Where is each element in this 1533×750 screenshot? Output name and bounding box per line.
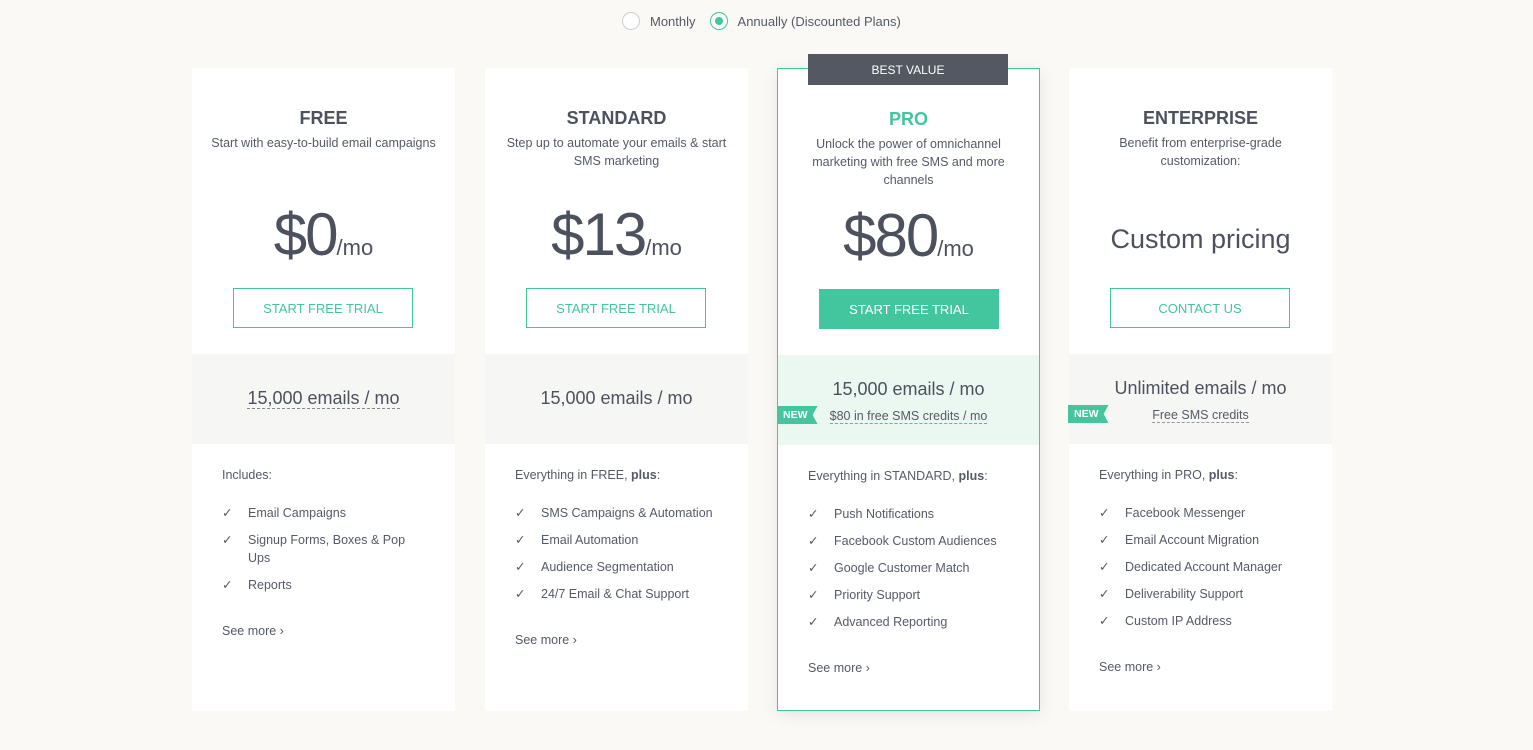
start-free-trial-button[interactable]: START FREE TRIAL	[526, 288, 706, 328]
feature-item: ✓ Google Customer Match	[808, 561, 970, 575]
plan-card-standard: STANDARD Step up to automate your emails…	[485, 68, 748, 711]
feature-item: ✓ Signup Forms, Boxes & Pop Ups	[222, 533, 406, 565]
plan-card-pro: BEST VALUE PRO Unlock the power of omnich…	[777, 54, 1040, 711]
feature-item: ✓ Custom IP Address	[1099, 614, 1232, 628]
email-limit[interactable]: 15,000 emails / mo	[247, 388, 400, 409]
check-icon: ✓	[808, 561, 819, 575]
email-quota: 15,000 emails / mo NEW $80 in free SMS cre…	[777, 355, 1039, 445]
price-amount: $80	[843, 202, 939, 269]
price-amount: $0	[273, 201, 339, 268]
plan-name: FREE	[299, 108, 348, 128]
check-icon: ✓	[1099, 587, 1110, 601]
check-icon: ✓	[515, 506, 526, 520]
price-period: /mo	[336, 235, 374, 260]
feature-item: ✓ Facebook Custom Audiences	[808, 534, 997, 548]
price-period: /mo	[937, 236, 974, 261]
sms-credits[interactable]: $80 in free SMS credits / mo	[829, 409, 988, 424]
check-icon: ✓	[222, 533, 233, 547]
features-intro: Everything in PRO, plus:	[1099, 468, 1238, 482]
plan-card-enterprise: ENTERPRISE Benefit from enterprise-grade…	[1068, 68, 1332, 711]
check-icon: ✓	[515, 560, 526, 574]
check-icon: ✓	[222, 578, 233, 592]
sms-credits[interactable]: Free SMS credits	[1152, 408, 1249, 423]
feature-item: ✓ Facebook Messenger	[1099, 506, 1246, 520]
feature-list: Everything in STANDARD, plus: ✓ Push Notif…	[778, 445, 1039, 699]
check-icon: ✓	[808, 588, 819, 602]
custom-pricing: Custom pricing	[1110, 224, 1291, 254]
features-intro: Everything in FREE, plus:	[515, 468, 661, 482]
check-icon: ✓	[515, 533, 526, 547]
check-icon: ✓	[1099, 614, 1110, 628]
feature-item: ✓ Audience Segmentation	[515, 560, 674, 574]
best-value-badge: BEST VALUE	[808, 54, 1008, 85]
feature-item: ✓ SMS Campaigns & Automation	[515, 506, 713, 520]
feature-list: Everything in PRO, plus: ✓ Facebook Messen…	[1069, 444, 1332, 698]
plan-description: Step up to automate your emails & start …	[506, 136, 727, 168]
annually-option[interactable]: Annually (Discounted Plans)	[709, 12, 901, 30]
email-quota: 15,000 emails / mo	[485, 354, 748, 444]
check-icon: ✓	[1099, 560, 1110, 574]
monthly-radio[interactable]	[622, 12, 640, 30]
see-more-link[interactable]: See more ›	[515, 633, 577, 647]
feature-item: ✓ 24/7 Email & Chat Support	[515, 587, 689, 601]
features-intro: Includes:	[222, 468, 273, 482]
feature-list: Everything in FREE, plus: ✓ SMS Campaigns …	[485, 444, 748, 671]
email-quota: 15,000 emails / mo	[192, 354, 455, 444]
monthly-option[interactable]: Monthly	[622, 12, 696, 30]
feature-item: ✓ Push Notifications	[808, 507, 935, 521]
check-icon: ✓	[808, 534, 819, 548]
annually-label: Annually (Discounted Plans)	[737, 13, 901, 29]
monthly-label: Monthly	[650, 13, 696, 29]
feature-list: Includes: ✓ Email Campaigns ✓ Signup Forms, …	[192, 444, 455, 662]
plan-price: $0/mo	[192, 200, 455, 269]
feature-item: ✓ Email Account Migration	[1099, 533, 1260, 547]
check-icon: ✓	[1099, 506, 1110, 520]
plan-name: PRO	[888, 109, 928, 129]
plan-price: $80/mo	[778, 201, 1039, 270]
plan-description: Start with easy-to-build email campaigns	[211, 136, 436, 150]
plan-card-free: FREE Start with easy-to-build email camp…	[192, 68, 455, 711]
check-icon: ✓	[1099, 533, 1110, 547]
feature-item: ✓ Email Campaigns	[222, 506, 346, 520]
email-quota: Unlimited emails / mo NEW Free SMS credits	[1068, 354, 1332, 444]
feature-item: ✓ Advanced Reporting	[808, 615, 948, 629]
feature-item: ✓ Priority Support	[808, 588, 921, 602]
feature-item: ✓ Email Automation	[515, 533, 639, 547]
start-free-trial-button[interactable]: START FREE TRIAL	[819, 289, 999, 329]
contact-us-button[interactable]: CONTACT US	[1110, 288, 1290, 328]
feature-item: ✓ Dedicated Account Manager	[1099, 560, 1283, 574]
check-icon: ✓	[808, 507, 819, 521]
check-icon: ✓	[808, 615, 819, 629]
start-free-trial-button[interactable]: START FREE TRIAL	[233, 288, 413, 328]
annually-radio[interactable]	[709, 12, 728, 30]
new-ribbon: NEW	[1068, 405, 1109, 423]
feature-item: ✓ Reports	[222, 578, 292, 592]
email-limit: 15,000 emails / mo	[540, 388, 693, 408]
plan-price: $13/mo	[485, 200, 748, 269]
feature-item: ✓ Deliverability Support	[1099, 587, 1244, 601]
billing-toggle: Monthly Annually (Discounted Plans)	[622, 12, 915, 30]
see-more-link[interactable]: See more ›	[1099, 660, 1161, 674]
plan-description: Unlock the power of omnichannel marketin…	[812, 137, 1005, 187]
plan-name: ENTERPRISE	[1142, 108, 1259, 128]
plan-name: STANDARD	[566, 108, 667, 128]
plan-description: Benefit from enterprise-grade customizat…	[1119, 136, 1282, 168]
price-amount: $13	[551, 201, 647, 268]
check-icon: ✓	[515, 587, 526, 601]
see-more-link[interactable]: See more ›	[222, 624, 284, 638]
check-icon: ✓	[222, 506, 233, 520]
see-more-link[interactable]: See more ›	[808, 661, 870, 675]
email-limit: 15,000 emails / mo	[832, 379, 985, 399]
email-limit: Unlimited emails / mo	[1114, 378, 1287, 398]
features-intro: Everything in STANDARD, plus:	[808, 469, 988, 483]
new-ribbon: NEW	[777, 406, 818, 424]
price-period: /mo	[645, 235, 682, 260]
